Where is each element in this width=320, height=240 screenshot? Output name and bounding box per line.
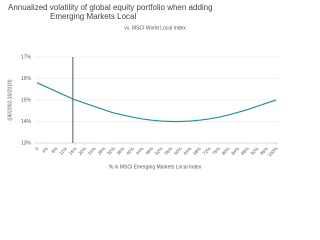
x-tick-label: 8%	[51, 146, 59, 154]
y-tick-label: 13%	[21, 140, 32, 146]
x-tick-label: 44%	[135, 146, 145, 156]
x-tick-label: 84%	[230, 146, 240, 156]
x-tick-label: 76%	[211, 146, 221, 156]
x-tick-label: 96%	[259, 146, 269, 156]
x-axis-label: % in MSCI Emerging Markets Local Index	[109, 164, 202, 170]
chart-subtitle: vs. MSCI World Local Index	[124, 25, 186, 31]
x-tick-label: 4%	[41, 146, 49, 154]
x-tick-label: 48%	[144, 146, 154, 156]
chart: Annualized volatility of global equity p…	[7, 3, 279, 170]
x-tick-label: 92%	[250, 146, 260, 156]
x-tick-label: 68%	[192, 146, 202, 156]
y-axis-label: (06/2002-10/2019)	[7, 79, 13, 120]
x-tick-label: 0	[34, 146, 40, 152]
x-tick-label: 52%	[154, 146, 164, 156]
x-tick-label: 20%	[77, 146, 87, 156]
y-tick-label: 17%	[21, 54, 32, 60]
line-series	[36, 82, 277, 123]
x-tick-label: 80%	[221, 146, 231, 156]
y-tick-label: 16%	[21, 76, 32, 82]
x-tick-label: 64%	[183, 146, 193, 156]
x-tick-label: 28%	[97, 146, 107, 156]
x-tick-label: 72%	[202, 146, 212, 156]
x-tick-label: 16%	[68, 146, 78, 156]
x-tick-label: 60%	[173, 146, 183, 156]
chart-title: Annualized volatility of global equity p…	[8, 3, 213, 21]
x-tick-label: 12%	[58, 146, 68, 156]
x-tick-label: 88%	[240, 146, 250, 156]
x-tick-label: 24%	[87, 146, 97, 156]
x-tick-label: 56%	[163, 146, 173, 156]
x-tick-label: 100%	[267, 146, 279, 158]
y-tick-label: 15%	[21, 97, 32, 103]
y-tick-label: 14%	[21, 119, 32, 125]
x-tick-label: 32%	[106, 146, 116, 156]
x-tick-label: 40%	[125, 146, 135, 156]
x-tick-label: 36%	[116, 146, 126, 156]
